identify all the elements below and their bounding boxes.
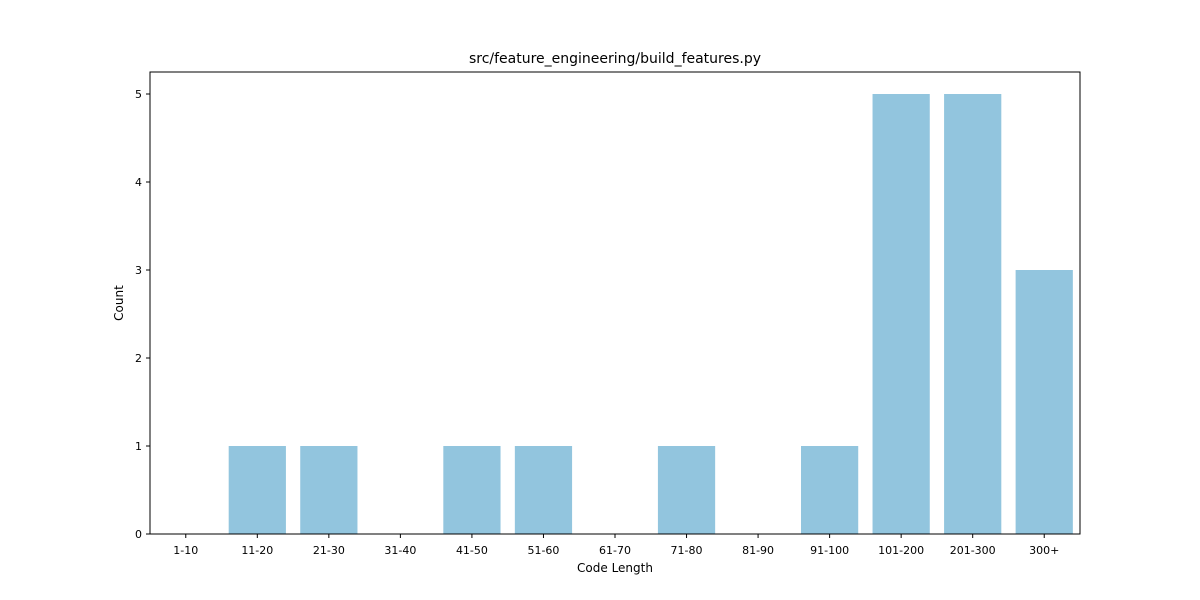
x-tick-label: 71-80 (671, 544, 703, 557)
bar-201-300 (944, 94, 1002, 534)
y-axis: 0 1 2 3 4 5 (135, 88, 150, 541)
chart-title: src/feature_engineering/build_features.p… (469, 51, 761, 67)
y-tick-label: 0 (135, 528, 142, 541)
x-tick-label: 201-300 (950, 544, 996, 557)
y-tick-label: 3 (135, 264, 142, 277)
y-tick-label: 2 (135, 352, 142, 365)
bar-101-200 (872, 94, 930, 534)
y-tick-label: 1 (135, 440, 142, 453)
x-axis: 1-10 11-20 21-30 31-40 41-50 51-60 61-70 71-80 8… (173, 534, 1059, 557)
x-tick-label: 11-20 (241, 544, 273, 557)
x-axis-label: Code Length (577, 561, 653, 575)
x-tick-label: 51-60 (527, 544, 559, 557)
x-tick-label: 91-100 (810, 544, 849, 557)
bar-300+ (1015, 270, 1073, 534)
plot-frame (149, 71, 1081, 535)
bar-11-20 (228, 446, 286, 534)
bar-21-30 (300, 446, 358, 534)
y-tick-label: 5 (135, 88, 142, 101)
x-tick-label: 81-90 (742, 544, 774, 557)
x-tick-label: 300+ (1029, 544, 1059, 557)
y-tick-label: 4 (135, 176, 142, 189)
x-tick-label: 31-40 (384, 544, 416, 557)
x-tick-label: 21-30 (313, 544, 345, 557)
x-tick-label: 61-70 (599, 544, 631, 557)
bar-41-50 (443, 446, 501, 534)
bars-group (228, 94, 1073, 534)
y-axis-label: Count (112, 285, 126, 321)
bar-51-60 (514, 446, 573, 534)
x-tick-label: 41-50 (456, 544, 488, 557)
bar-71-80 (657, 446, 716, 534)
bar-91-100 (801, 446, 859, 534)
x-tick-label: 1-10 (173, 544, 198, 557)
x-tick-label: 101-200 (878, 544, 924, 557)
